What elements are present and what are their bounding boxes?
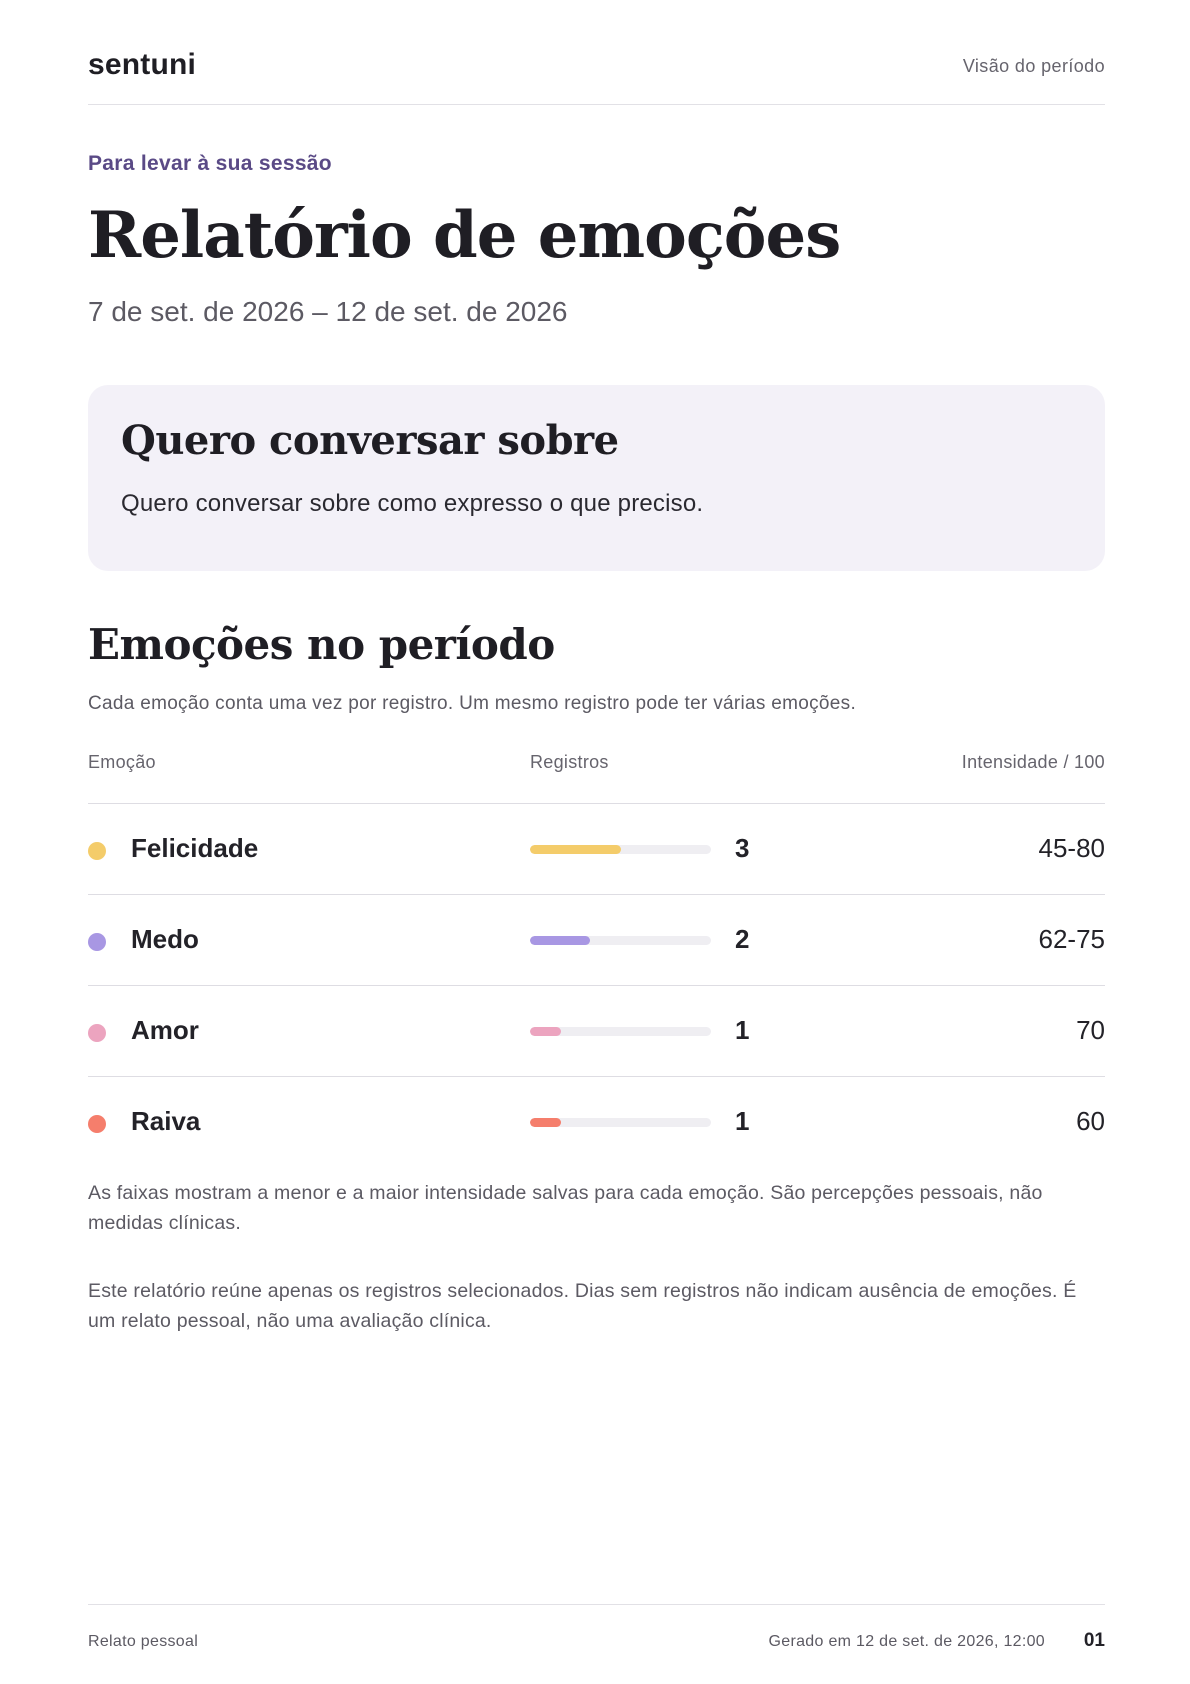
intensity-range: 70 — [1076, 1015, 1105, 1045]
emotion-color-dot — [88, 1024, 106, 1042]
generated-timestamp: Gerado em 12 de set. de 2026, 12:00 — [768, 1633, 1045, 1650]
period-range: 7 de set. de 2026 – 12 de set. de 2026 — [88, 296, 568, 327]
records-bar-fill — [530, 1118, 561, 1127]
records-count: 2 — [735, 924, 750, 954]
table-row: Medo 2 62-75 — [88, 895, 1105, 986]
records-bar-fill — [530, 1027, 561, 1036]
records-bar-track — [530, 1118, 711, 1127]
emotions-section-title: Emoções no período — [88, 620, 555, 669]
intensity-range: 60 — [1076, 1106, 1105, 1136]
page-header: sentuni Visão do período — [88, 44, 1105, 105]
emotion-name: Felicidade — [131, 833, 259, 863]
records-count: 1 — [735, 1106, 750, 1136]
emotions-table: Emoção Registros Intensidade / 100 Felic… — [88, 750, 1105, 1167]
records-bar-track — [530, 936, 711, 945]
ranges-note: As faixas mostram a menor e a maior inte… — [88, 1182, 1043, 1234]
intensity-range: 45-80 — [1038, 833, 1106, 863]
records-count: 1 — [735, 1015, 750, 1045]
table-row: Raiva 1 60 — [88, 1077, 1105, 1167]
records-bar-track — [530, 1027, 711, 1036]
intensity-range: 62-75 — [1038, 924, 1106, 954]
header-section-label: Visão do período — [962, 56, 1105, 76]
column-header-emotion: Emoção — [88, 752, 156, 772]
brand-logo: sentuni — [88, 48, 197, 81]
records-bar-fill — [530, 936, 590, 945]
eyebrow-text: Para levar à sua sessão — [88, 152, 332, 175]
table-row: Felicidade 3 45-80 — [88, 804, 1105, 895]
records-bar-track — [530, 845, 711, 854]
page-number: 01 — [1083, 1630, 1105, 1651]
talk-about-card: Quero conversar sobre Quero conversar so… — [88, 385, 1105, 571]
emotion-name: Medo — [131, 924, 199, 954]
emotion-name: Amor — [131, 1015, 199, 1045]
table-header: Emoção Registros Intensidade / 100 — [88, 750, 1105, 804]
column-header-intensity: Intensidade / 100 — [961, 752, 1105, 772]
table-row: Amor 1 70 — [88, 986, 1105, 1077]
talk-about-text: Quero conversar sobre como expresso o qu… — [121, 490, 704, 517]
records-bar-fill — [530, 845, 621, 854]
talk-about-title: Quero conversar sobre — [121, 417, 619, 464]
records-count: 3 — [735, 833, 750, 863]
column-header-records: Registros — [530, 752, 609, 772]
footer-label: Relato pessoal — [88, 1633, 199, 1650]
emotion-color-dot — [88, 933, 106, 951]
page-footer: Relato pessoal Gerado em 12 de set. de 2… — [88, 1604, 1105, 1651]
page-title: Relatório de emoções — [88, 198, 841, 273]
emotions-section-subtitle: Cada emoção conta uma vez por registro. … — [88, 693, 857, 714]
emotion-name: Raiva — [131, 1106, 201, 1136]
emotion-color-dot — [88, 1115, 106, 1133]
disclaimer-note: Este relatório reúne apenas os registros… — [88, 1280, 1077, 1332]
emotion-color-dot — [88, 842, 106, 860]
